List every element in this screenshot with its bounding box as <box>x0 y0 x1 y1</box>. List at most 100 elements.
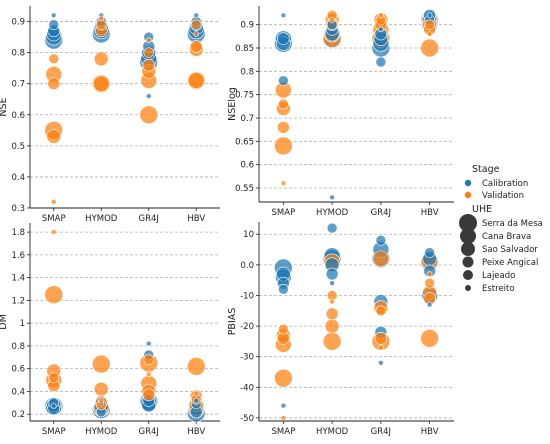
y-tick-label: -40 <box>240 383 254 393</box>
y-tick-label: 0.4 <box>11 387 25 397</box>
legend-entry: Lajeado <box>482 271 515 281</box>
x-tick-label: HBV <box>421 208 439 218</box>
data-point <box>47 77 61 90</box>
legend-size-marker <box>461 242 475 256</box>
data-point <box>329 298 335 305</box>
data-point <box>193 12 200 19</box>
data-point <box>426 31 433 37</box>
data-point <box>91 354 111 374</box>
data-point <box>374 332 388 345</box>
data-point <box>50 403 57 410</box>
data-point <box>278 284 289 295</box>
x-tick-label: GR4J <box>371 427 391 437</box>
data-point <box>145 371 152 378</box>
data-point <box>420 38 439 58</box>
y-tick-label: 0.6 <box>240 161 254 171</box>
data-point <box>48 53 60 65</box>
legend-size-marker <box>463 270 473 280</box>
data-point <box>326 222 338 234</box>
legend-title-stage: Stage <box>472 164 500 175</box>
y-tick-label: -50 <box>240 414 254 424</box>
data-point <box>278 98 289 110</box>
data-point <box>423 264 436 278</box>
data-point <box>278 75 289 86</box>
data-point <box>92 75 110 92</box>
legend-entry: Serra da Mesa <box>482 219 543 229</box>
data-point <box>189 40 203 53</box>
data-point <box>426 12 433 19</box>
legend-title-uhe: UHE <box>472 204 492 215</box>
y-tick-label: 0.9 <box>240 21 254 31</box>
data-point <box>424 247 435 258</box>
y-axis-label: NSE <box>0 97 9 116</box>
data-point <box>372 250 390 268</box>
legend-size-marker <box>459 214 477 232</box>
y-axis-label: NSElog <box>227 87 238 121</box>
y-tick-label: 1.4 <box>11 274 25 284</box>
y-tick-label: 0.6 <box>11 365 25 375</box>
data-point <box>280 402 287 409</box>
y-tick-label: 1.6 <box>11 251 25 261</box>
x-tick-label: SMAP <box>42 427 66 437</box>
data-point <box>375 305 387 317</box>
x-tick-label: HBV <box>421 427 439 437</box>
data-point <box>378 12 384 19</box>
y-axis-label: PBIAS <box>227 308 238 336</box>
data-point <box>329 17 335 23</box>
data-point <box>274 368 293 388</box>
data-point <box>139 105 159 125</box>
y-tick-label: 0.55 <box>235 184 254 194</box>
panel-top-left: 0.3 0.4 0.5 0.6 0.7 0.8 0.9 SMAP HYMOD GR4J HBV NSE <box>0 6 220 224</box>
data-point <box>322 332 342 351</box>
x-tick-label: SMAP <box>42 214 66 224</box>
y-tick-label: 0.0 <box>240 261 254 271</box>
legend-size-marker <box>460 228 476 244</box>
y-tick-label: -30 <box>240 353 254 363</box>
legend-entry: Sao Salvador <box>482 245 538 255</box>
y-tick-label: 0.2 <box>11 410 25 420</box>
data-point <box>426 301 433 308</box>
x-tick-label: GR4J <box>139 427 159 437</box>
data-point <box>420 329 439 348</box>
data-point <box>329 280 335 287</box>
data-point <box>98 397 105 404</box>
data-point <box>145 340 152 347</box>
y-tick-label: -10 <box>240 291 254 301</box>
data-point <box>324 318 340 334</box>
data-point <box>46 129 62 144</box>
data-point <box>50 12 57 19</box>
data-point <box>278 323 289 335</box>
x-tick-label: HYMOD <box>85 427 118 437</box>
y-tick-label: 0.5 <box>11 142 25 152</box>
data-point <box>143 354 155 365</box>
data-point <box>329 194 335 201</box>
data-point <box>98 15 105 22</box>
data-point <box>44 285 64 304</box>
data-point <box>378 360 384 366</box>
data-point <box>145 37 152 43</box>
data-point <box>378 26 384 33</box>
panel-bottom-left: 0.2 0.4 0.6 0.8 1 1.2 1.4 1.6 1.8 SMAP HYMOD GR4J HB… <box>0 223 220 437</box>
legend-size-marker <box>462 256 474 268</box>
y-tick-label: 0.85 <box>235 44 254 54</box>
data-point <box>142 388 156 402</box>
legend: Stage Calibration Validation UHE Serra da Me… <box>459 164 543 294</box>
data-point <box>280 180 287 187</box>
x-tick-label: SMAP <box>272 208 296 218</box>
legend-entry: Peixe Angical <box>482 258 538 268</box>
panel-bottom-right: -50 -40 -30 -20 -10 0.0 10 SMAP HYMOD GR4J HBV PBIA… <box>227 222 454 437</box>
data-point <box>375 56 387 68</box>
y-tick-label: 0.7 <box>11 80 25 90</box>
legend-entry: Cana Brava <box>482 232 531 242</box>
data-point <box>193 31 200 37</box>
y-tick-label: 0.7 <box>240 114 254 124</box>
y-tick-label: 10 <box>243 230 254 240</box>
data-point <box>143 47 155 58</box>
panel-top-right: 0.55 0.6 0.65 0.7 0.75 0.8 0.85 0.9 SMAP HYMOD GR4… <box>227 6 454 218</box>
x-tick-label: HYMOD <box>85 214 118 224</box>
data-point <box>186 357 206 376</box>
data-point <box>48 372 60 384</box>
y-tick-label: 0.8 <box>11 342 25 352</box>
legend-entry: Estreito <box>482 284 515 294</box>
